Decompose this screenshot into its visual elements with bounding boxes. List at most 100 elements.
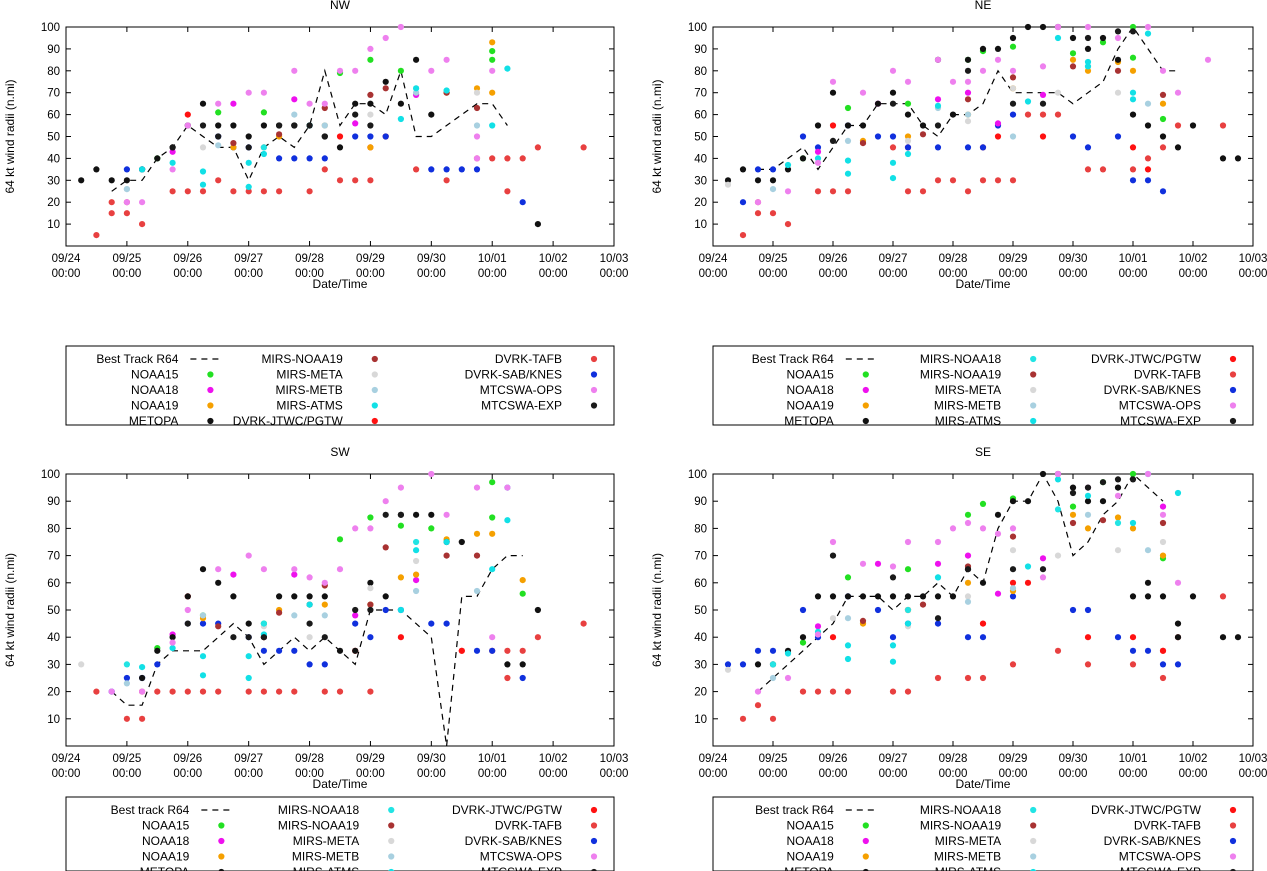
- point-mtcswa-exp: [260, 634, 267, 641]
- point-mtcswa-exp: [1039, 100, 1047, 107]
- point-metopa: [260, 122, 267, 129]
- point-noaa18: [230, 100, 237, 107]
- point-mtcswa-ops: [1039, 63, 1047, 70]
- legend-label: MIRS-NOAA19: [278, 819, 360, 833]
- series-mirs-noaa19: [859, 63, 1167, 147]
- x-tick-label: 09/25: [112, 753, 141, 765]
- point-metopa: [739, 166, 747, 173]
- point-dvrk-jtwc-pgtw: [1039, 133, 1047, 140]
- x-tick-label: 10/01: [1119, 253, 1148, 265]
- point-dvrk-sab-knes: [1174, 661, 1182, 668]
- point-dvrk-sab-knes: [889, 133, 897, 140]
- legend-marker: [862, 402, 869, 409]
- point-dvrk-tafb: [889, 688, 897, 695]
- point-metopa: [979, 579, 987, 586]
- point-noaa19: [904, 133, 912, 140]
- point-mtcswa-exp: [306, 122, 313, 129]
- point-dvrk-tafb: [108, 199, 115, 206]
- point-mirs-atms: [904, 150, 912, 158]
- x-tick-label: 09/27: [234, 253, 263, 265]
- point-mtcswa-exp: [934, 122, 942, 129]
- legend-label: MIRS-ATMS: [935, 414, 1001, 428]
- point-mtcswa-ops: [904, 538, 912, 546]
- series-mirs-metb: [123, 587, 481, 687]
- point-mirs-meta: [904, 137, 912, 144]
- y-tick-label: 70: [694, 551, 707, 563]
- series-mirs-meta: [123, 85, 481, 193]
- point-metopa: [799, 155, 807, 162]
- point-metopa: [230, 593, 237, 600]
- point-noaa15: [1009, 43, 1017, 50]
- series-metopa: [78, 56, 542, 228]
- point-noaa18: [994, 120, 1002, 127]
- point-dvrk-tafb: [367, 688, 374, 695]
- x-tick-label: 09/30: [417, 753, 446, 765]
- point-noaa18: [352, 612, 359, 619]
- point-dvrk-sab-knes: [1129, 177, 1137, 184]
- series-mtcswa-ops: [123, 23, 496, 206]
- x-tick-label: 10/02: [1179, 253, 1208, 265]
- point-metopa: [844, 593, 852, 600]
- x-tick-label: 00:00: [759, 768, 788, 780]
- series-noaa18: [169, 571, 420, 638]
- legend-label: DVRK-SAB/KNES: [1104, 383, 1201, 397]
- point-dvrk-tafb: [964, 674, 972, 682]
- point-metopa: [367, 579, 374, 586]
- point-metopa: [994, 511, 1002, 518]
- series-noaa18: [814, 89, 1047, 155]
- x-tick-label: 10/03: [1239, 753, 1267, 765]
- point-metopa: [306, 593, 313, 600]
- legend-marker: [1229, 853, 1237, 860]
- legend-marker: [371, 355, 378, 363]
- point-dvrk-sab-knes: [724, 661, 732, 668]
- point-mirs-atms: [1024, 563, 1032, 570]
- point-dvrk-tafb: [934, 674, 942, 682]
- legend-label: Best track R64: [755, 803, 834, 817]
- point-mtcswa-exp: [1084, 34, 1092, 42]
- point-dvrk-tafb: [1219, 593, 1227, 600]
- point-mirs-metb: [291, 111, 298, 118]
- point-metopa: [428, 111, 435, 118]
- point-dvrk-sab-knes: [1114, 133, 1122, 140]
- y-tick-label: 100: [688, 469, 707, 481]
- point-mirs-atms: [1084, 492, 1092, 499]
- point-mtcswa-ops: [184, 122, 191, 129]
- x-tick-label: 09/28: [939, 753, 968, 765]
- legend-label: NOAA18: [131, 383, 179, 397]
- point-metopa: [964, 56, 972, 63]
- point-mirs-atms: [413, 85, 420, 92]
- y-tick-label: 80: [47, 523, 60, 535]
- legend-marker: [1229, 371, 1237, 378]
- x-axis-label: Date/Time: [956, 777, 1011, 791]
- point-mirs-noaa19: [1069, 63, 1077, 70]
- point-mirs-meta: [473, 89, 481, 96]
- point-mtcswa-exp: [352, 111, 359, 118]
- point-dvrk-tafb: [245, 688, 252, 695]
- point-dvrk-sab-knes: [276, 155, 283, 162]
- legend-marker: [388, 822, 395, 829]
- x-tick-label: 09/27: [234, 753, 263, 765]
- point-noaa18: [964, 89, 972, 96]
- point-metopa: [1174, 620, 1182, 627]
- point-metopa: [1114, 56, 1122, 63]
- point-dvrk-tafb: [291, 688, 298, 695]
- legend-marker: [1030, 806, 1037, 814]
- point-mirs-noaa19: [919, 601, 927, 608]
- point-dvrk-sab-knes: [321, 155, 328, 162]
- point-metopa: [1174, 634, 1182, 641]
- x-tick-label: 09/24: [699, 253, 728, 265]
- x-tick-label: 00:00: [939, 768, 968, 780]
- point-dvrk-tafb: [1129, 166, 1137, 173]
- x-tick-label: 10/02: [539, 753, 568, 765]
- point-dvrk-sab-knes: [428, 620, 435, 627]
- point-mirs-noaa19: [1099, 517, 1107, 524]
- series-dvrk-jtwc-pgtw: [829, 122, 1152, 173]
- point-metopa: [245, 133, 252, 140]
- legend-marker: [862, 822, 869, 829]
- point-dvrk-tafb: [889, 144, 897, 151]
- point-metopa: [352, 100, 359, 107]
- legend-label: NOAA19: [131, 399, 179, 413]
- series-mtcswa-exp: [829, 28, 1137, 144]
- point-metopa: [1219, 634, 1227, 641]
- point-mirs-meta: [199, 144, 207, 151]
